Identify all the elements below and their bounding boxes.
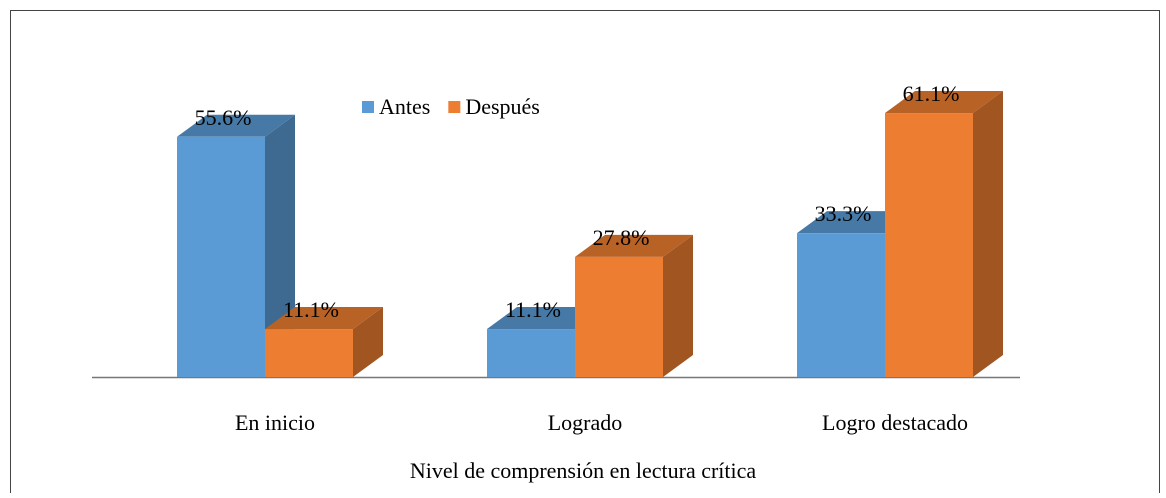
bar — [797, 233, 885, 377]
bar-top — [885, 91, 1003, 114]
bar-side — [353, 307, 383, 377]
data-label: 55.6% — [195, 105, 252, 130]
data-label: 11.1% — [283, 297, 339, 322]
data-label: 33.3% — [815, 201, 872, 226]
bar — [177, 136, 265, 377]
bar — [575, 256, 663, 377]
legend-swatch — [448, 101, 461, 113]
bar — [265, 329, 353, 377]
bar — [885, 113, 973, 377]
legend-swatch — [362, 101, 374, 113]
bar-side — [663, 234, 693, 377]
legend-label: Después — [465, 94, 540, 119]
data-label: 61.1% — [903, 81, 960, 106]
x-tick-label: Logrado — [548, 410, 623, 435]
bar-side — [973, 91, 1003, 377]
legend-label: Antes — [379, 94, 430, 119]
bar-side — [265, 114, 295, 378]
bar-top — [265, 307, 383, 330]
data-label: 11.1% — [505, 297, 561, 322]
bar-top — [177, 114, 295, 137]
x-tick-label: En inicio — [235, 410, 315, 435]
bar-top — [575, 234, 693, 257]
data-label: 27.8% — [593, 225, 650, 250]
bar — [487, 329, 575, 377]
x-axis-title: Nivel de comprensión en lectura crítica — [410, 458, 757, 483]
x-tick-label: Logro destacado — [822, 410, 968, 435]
